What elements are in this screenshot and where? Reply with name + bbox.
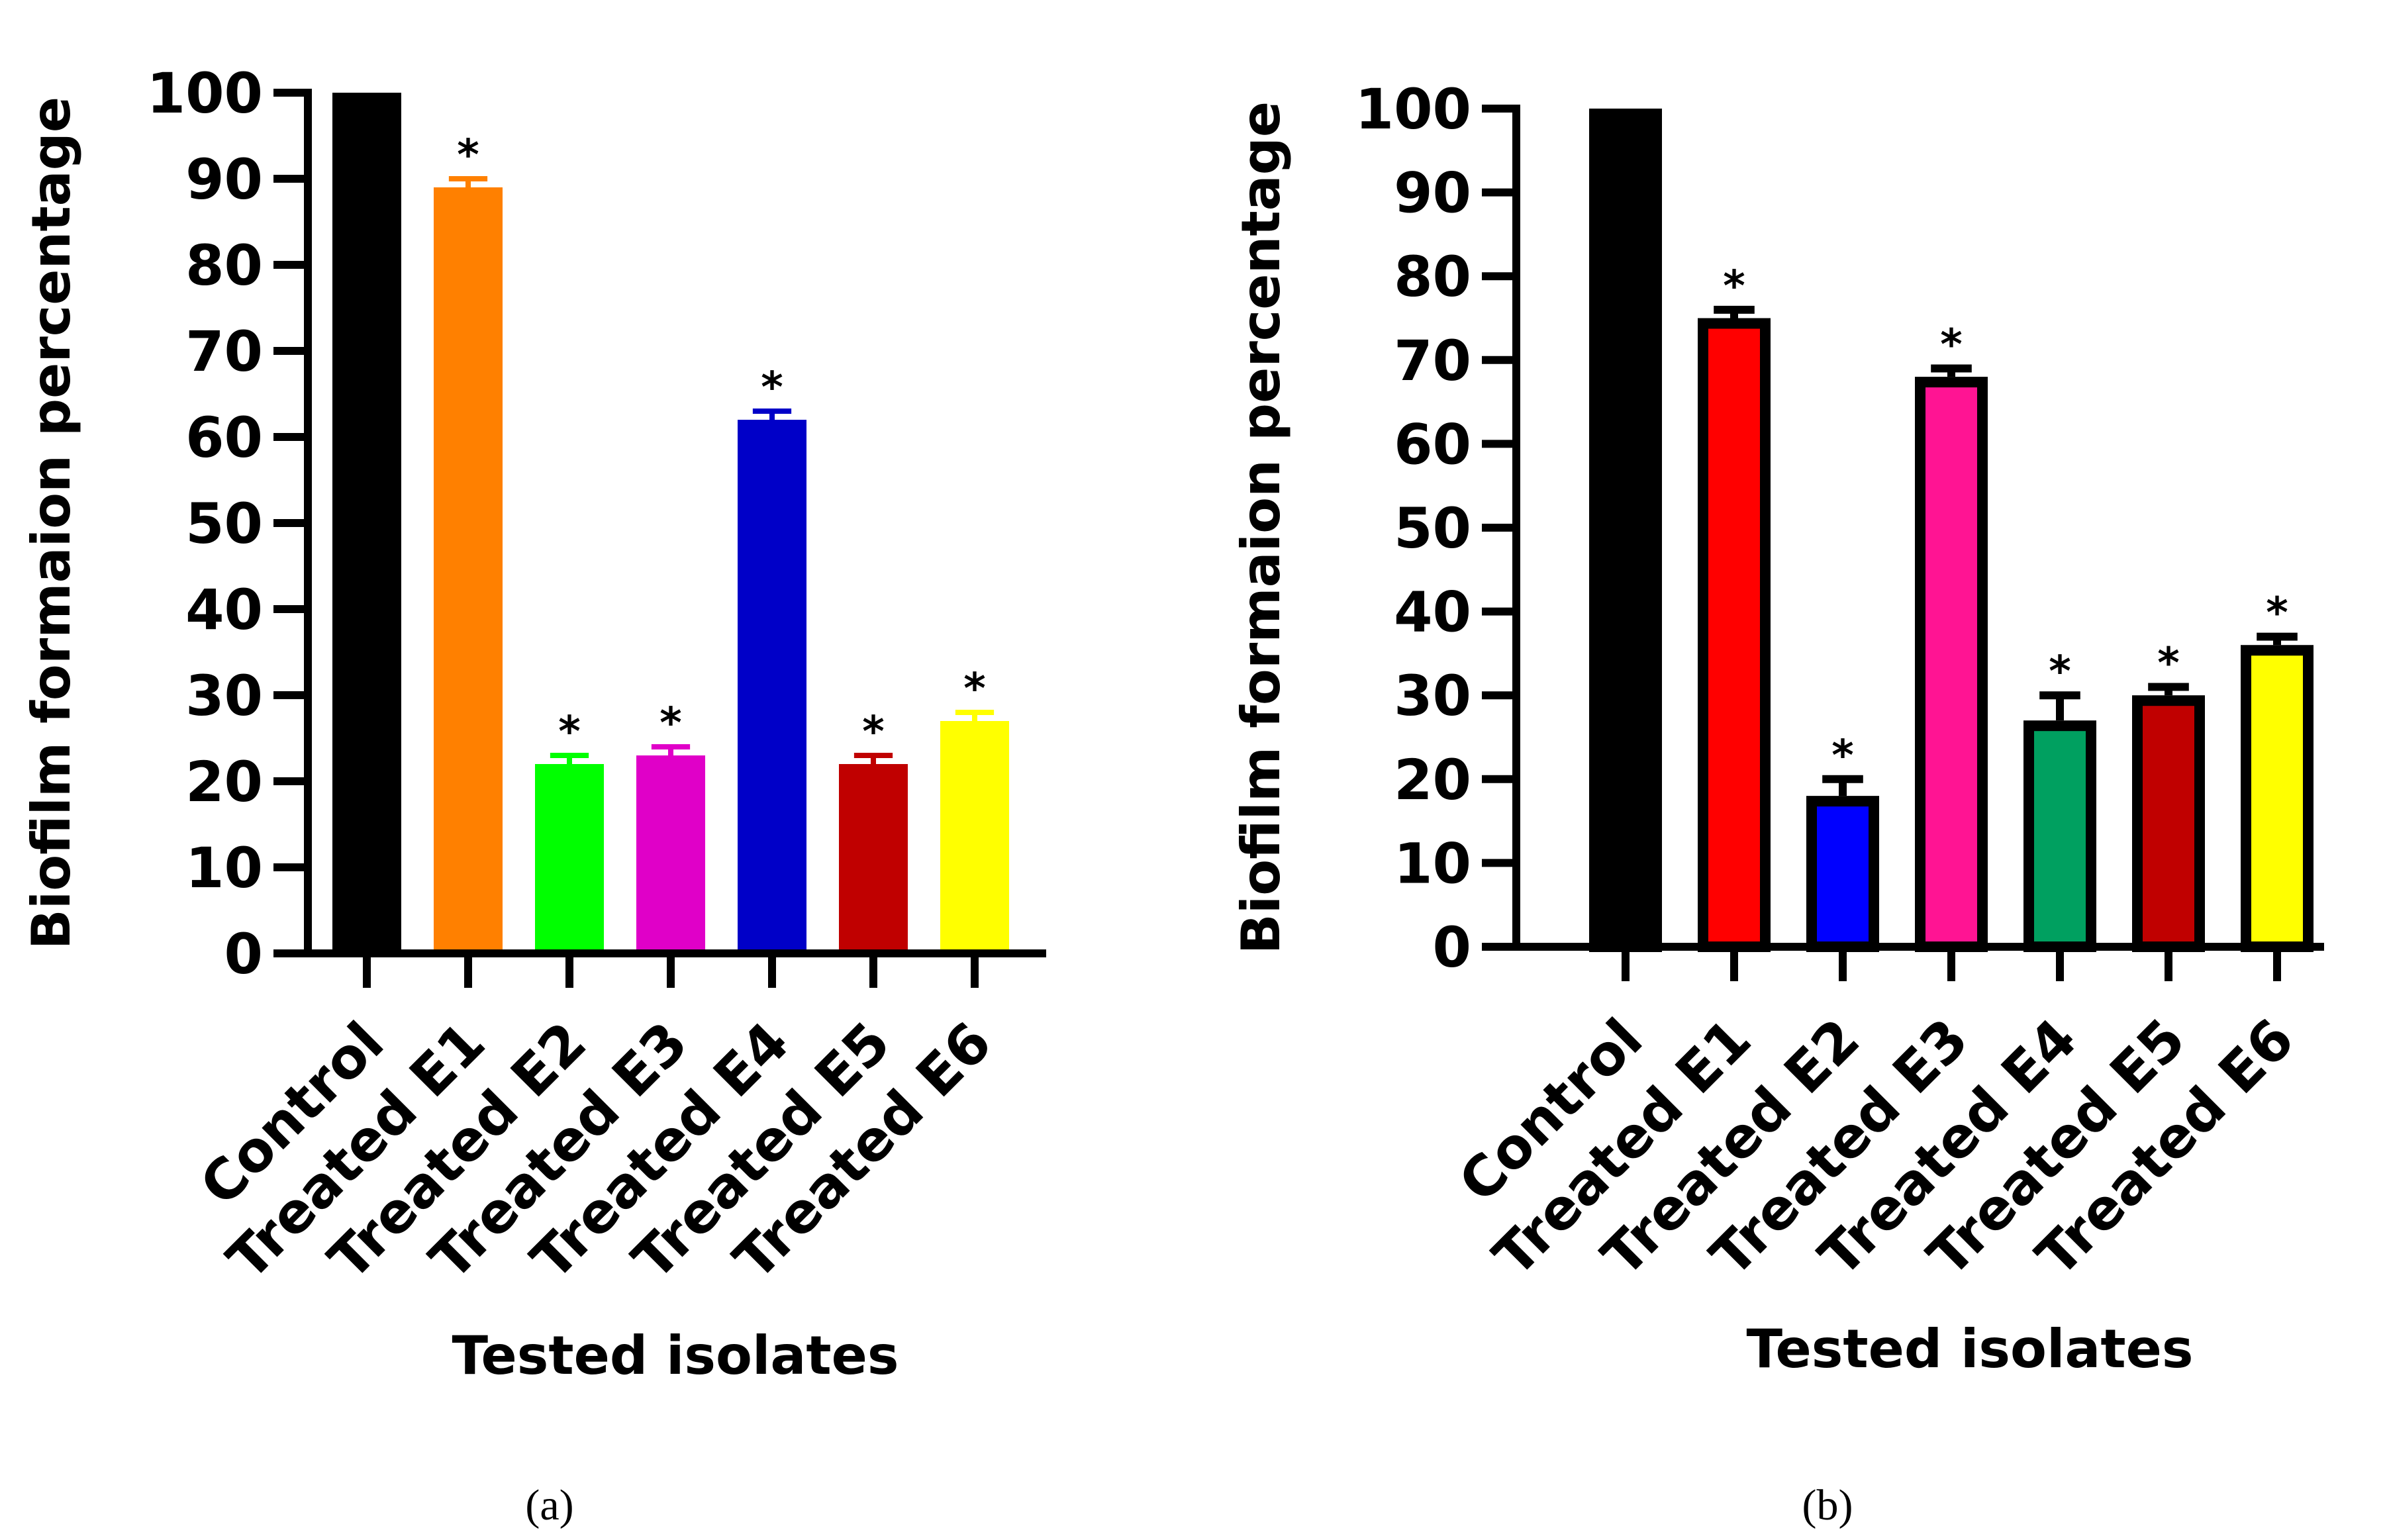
significance-star-2: *	[457, 131, 479, 180]
y-tick-label-50: 50	[1394, 496, 1471, 561]
x-axis-title: Tested isolates	[452, 1325, 899, 1386]
bar-2	[1698, 318, 1771, 952]
panel-label: (b)	[1802, 1481, 1853, 1529]
y-tick-label-60: 60	[1394, 412, 1471, 477]
y-tick-label-80: 80	[1394, 244, 1471, 309]
significance-star-2: *	[1723, 262, 1745, 311]
y-tick-label-40: 40	[185, 577, 263, 642]
significance-star-5: *	[2049, 648, 2070, 697]
y-tick-label-20: 20	[1394, 747, 1471, 812]
x-axis-title: Tested isolates	[1747, 1318, 2194, 1380]
y-axis-title: Biofilm formaion percentage	[21, 97, 82, 949]
y-tick-label-10: 10	[1394, 831, 1471, 896]
y-tick-label-60: 60	[185, 405, 263, 470]
y-tick-label-30: 30	[185, 663, 263, 728]
y-tick-label-70: 70	[1394, 328, 1471, 393]
significance-star-4: *	[659, 699, 681, 748]
y-tick-label-90: 90	[185, 147, 263, 212]
y-tick-label-70: 70	[185, 319, 263, 384]
y-tick-label-40: 40	[1394, 580, 1471, 645]
y-tick-label-0: 0	[224, 922, 263, 987]
bar-4	[1915, 377, 1988, 952]
chart-panel-b: Control*Treated E1*Treated E2*Treated E3…	[1230, 77, 2324, 1529]
bar-1	[332, 93, 401, 953]
bar-4	[636, 755, 705, 953]
significance-star-7: *	[963, 665, 985, 714]
significance-star-6: *	[862, 708, 884, 757]
y-tick-label-20: 20	[185, 749, 263, 814]
bar-5	[738, 420, 806, 953]
y-tick-label-100: 100	[1355, 77, 1471, 142]
y-tick-label-50: 50	[185, 491, 263, 556]
bar-7	[2241, 645, 2314, 952]
y-axis-title: Biofilm formaion percentage	[1230, 101, 1292, 954]
y-tick-label-10: 10	[185, 836, 263, 900]
y-tick-label-90: 90	[1394, 161, 1471, 226]
significance-star-4: *	[1940, 320, 1962, 369]
y-tick-label-100: 100	[147, 61, 263, 126]
y-tick-label-80: 80	[185, 233, 263, 298]
bar-6	[839, 764, 908, 953]
bar-5	[2023, 720, 2096, 953]
significance-star-7: *	[2266, 589, 2288, 638]
bar-2	[434, 187, 503, 953]
significance-star-6: *	[2157, 640, 2179, 689]
significance-star-5: *	[761, 363, 783, 412]
bar-6	[2132, 695, 2205, 952]
bar-7	[940, 721, 1009, 953]
significance-star-3: *	[558, 708, 580, 757]
bar-3	[1806, 796, 1879, 952]
y-tick-label-0: 0	[1433, 915, 1471, 980]
y-tick-label-30: 30	[1394, 663, 1471, 728]
significance-star-3: *	[1831, 732, 1853, 781]
bar-3	[535, 764, 604, 953]
panel-label: (a)	[525, 1481, 573, 1529]
chart-panel-a: Control*Treated E1*Treated E2*Treated E3…	[21, 61, 1046, 1529]
bar-1	[1589, 109, 1662, 952]
